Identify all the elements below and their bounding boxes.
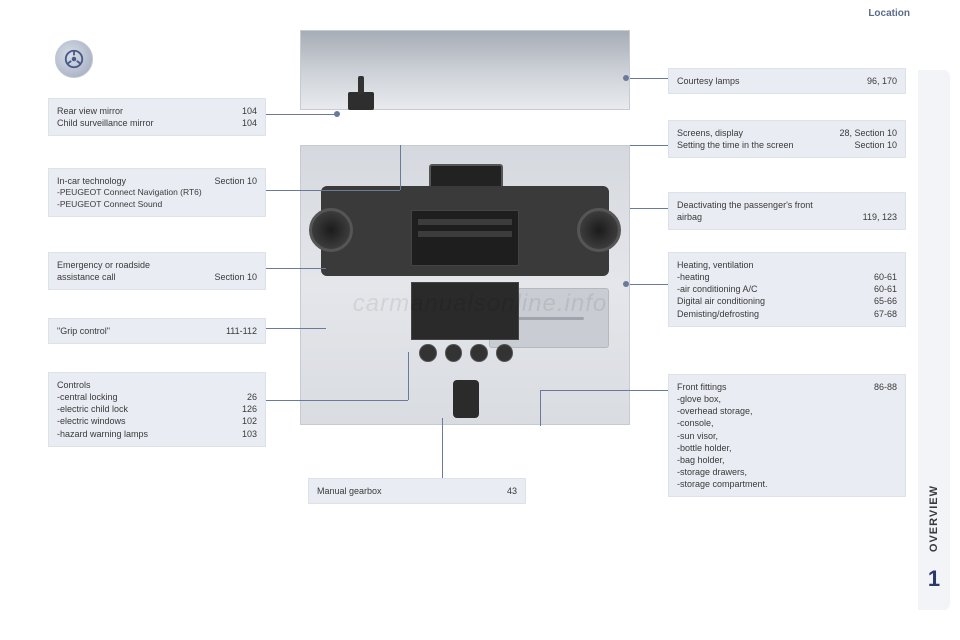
rear-mirror-shape bbox=[348, 92, 374, 110]
fit-3: sun visor, bbox=[680, 430, 897, 442]
leader-dot bbox=[623, 281, 629, 287]
heat-0-page: 60-61 bbox=[866, 271, 897, 283]
leader-dot bbox=[623, 75, 629, 81]
controls-title: Controls bbox=[57, 379, 257, 391]
dashboard-illustration bbox=[300, 145, 630, 425]
box-rear-mirror: Rear view mirror 104 Child surveillance m… bbox=[48, 98, 266, 136]
box-manual-gearbox: Manual gearbox 43 bbox=[308, 478, 526, 504]
control-knobs bbox=[419, 344, 513, 366]
ctrl-3-page: 103 bbox=[234, 428, 257, 440]
screens-0-label: Screens, display bbox=[677, 127, 743, 139]
ctrl-3-label: hazard warning lamps bbox=[60, 428, 234, 440]
steering-wheel-icon bbox=[55, 40, 93, 78]
box-courtesy: Courtesy lamps 96, 170 bbox=[668, 68, 906, 94]
screens-1-label: Setting the time in the screen bbox=[677, 139, 794, 151]
box-screens: Screens, display 28, Section 10 Setting t… bbox=[668, 120, 906, 158]
leader-line bbox=[540, 390, 630, 391]
ctrl-1-page: 126 bbox=[234, 403, 257, 415]
incar-title: In-car technology bbox=[57, 175, 126, 187]
fit-6: storage drawers, bbox=[680, 466, 897, 478]
leader-line bbox=[630, 390, 668, 391]
leader-line bbox=[442, 418, 443, 478]
fit-2: console, bbox=[680, 417, 897, 429]
box-grip: "Grip control" 111-112 bbox=[48, 318, 266, 344]
fit-1: overhead storage, bbox=[680, 405, 897, 417]
leader-line bbox=[266, 114, 336, 115]
tab-label: OVERVIEW bbox=[928, 485, 940, 552]
courtesy-page: 96, 170 bbox=[867, 75, 897, 87]
leader-line bbox=[266, 190, 400, 191]
climate-panel bbox=[411, 282, 519, 340]
heat-1-label: air conditioning A/C bbox=[680, 283, 866, 295]
leader-line bbox=[408, 352, 409, 400]
grip-label: "Grip control" bbox=[57, 325, 110, 337]
heat-0-label: heating bbox=[680, 271, 866, 283]
child-mirror-page: 104 bbox=[242, 117, 257, 129]
box-controls: Controls central locking26 electric chil… bbox=[48, 372, 266, 447]
incar-item-0: PEUGEOT Connect Navigation (RT6) bbox=[60, 187, 257, 198]
screens-0-page: 28, Section 10 bbox=[839, 127, 897, 139]
courtesy-label: Courtesy lamps bbox=[677, 75, 740, 87]
leader-line bbox=[540, 390, 541, 426]
rear-mirror-label: Rear view mirror bbox=[57, 105, 123, 117]
heating-title: Heating, ventilation bbox=[677, 259, 897, 271]
incar-item-1: PEUGEOT Connect Sound bbox=[60, 199, 257, 210]
box-airbag: Deactivating the passenger's front airba… bbox=[668, 192, 906, 230]
child-mirror-label: Child surveillance mirror bbox=[57, 117, 154, 129]
fit-5: bag holder, bbox=[680, 454, 897, 466]
header-location: Location bbox=[868, 8, 910, 19]
leader-line bbox=[630, 145, 668, 146]
leader-line bbox=[266, 268, 326, 269]
leader-dot bbox=[334, 111, 340, 117]
emergency-label: Emergency or roadside assistance call bbox=[57, 259, 187, 283]
ctrl-0-label: central locking bbox=[60, 391, 239, 403]
leader-line bbox=[266, 400, 408, 401]
emergency-page: Section 10 bbox=[214, 271, 257, 283]
air-vent-left bbox=[309, 208, 353, 252]
tab-number: 1 bbox=[928, 566, 940, 592]
ctrl-2-page: 102 bbox=[234, 415, 257, 427]
fittings-title: Front fittings bbox=[677, 381, 727, 393]
leader-line bbox=[630, 208, 668, 209]
rear-mirror-page: 104 bbox=[242, 105, 257, 117]
box-heating: Heating, ventilation heating60-61 air co… bbox=[668, 252, 906, 327]
leader-line bbox=[266, 328, 326, 329]
fit-0: glove box, bbox=[680, 393, 897, 405]
ctrl-0-page: 26 bbox=[239, 391, 257, 403]
fit-4: bottle holder, bbox=[680, 442, 897, 454]
airbag-label: Deactivating the passenger's front airba… bbox=[677, 199, 837, 223]
gearbox-page: 43 bbox=[507, 485, 517, 497]
incar-page: Section 10 bbox=[214, 175, 257, 187]
leader-line bbox=[630, 284, 668, 285]
chapter-tab: OVERVIEW 1 bbox=[918, 70, 950, 610]
heat-ex0-page: 65-66 bbox=[874, 295, 897, 307]
grip-page: 111-112 bbox=[226, 325, 257, 337]
fit-7: storage compartment. bbox=[680, 478, 897, 490]
heat-1-page: 60-61 bbox=[866, 283, 897, 295]
gear-lever bbox=[453, 380, 479, 418]
leader-line bbox=[630, 78, 668, 79]
box-incar-tech: In-car technology Section 10 PEUGEOT Conn… bbox=[48, 168, 266, 217]
airbag-page: 119, 123 bbox=[863, 211, 897, 223]
box-fittings: Front fittings 86-88 glove box, overhead … bbox=[668, 374, 906, 497]
gearbox-label: Manual gearbox bbox=[317, 485, 382, 497]
ctrl-2-label: electric windows bbox=[60, 415, 234, 427]
fittings-page: 86-88 bbox=[874, 381, 897, 393]
box-emergency: Emergency or roadside assistance call Se… bbox=[48, 252, 266, 290]
radio-unit bbox=[411, 210, 519, 266]
heat-ex0-label: Digital air conditioning bbox=[677, 295, 765, 307]
ctrl-1-label: electric child lock bbox=[60, 403, 234, 415]
leader-line bbox=[400, 145, 401, 190]
screens-1-page: Section 10 bbox=[854, 139, 897, 151]
heat-ex1-page: 67-68 bbox=[874, 308, 897, 320]
heat-ex1-label: Demisting/defrosting bbox=[677, 308, 759, 320]
air-vent-right bbox=[577, 208, 621, 252]
